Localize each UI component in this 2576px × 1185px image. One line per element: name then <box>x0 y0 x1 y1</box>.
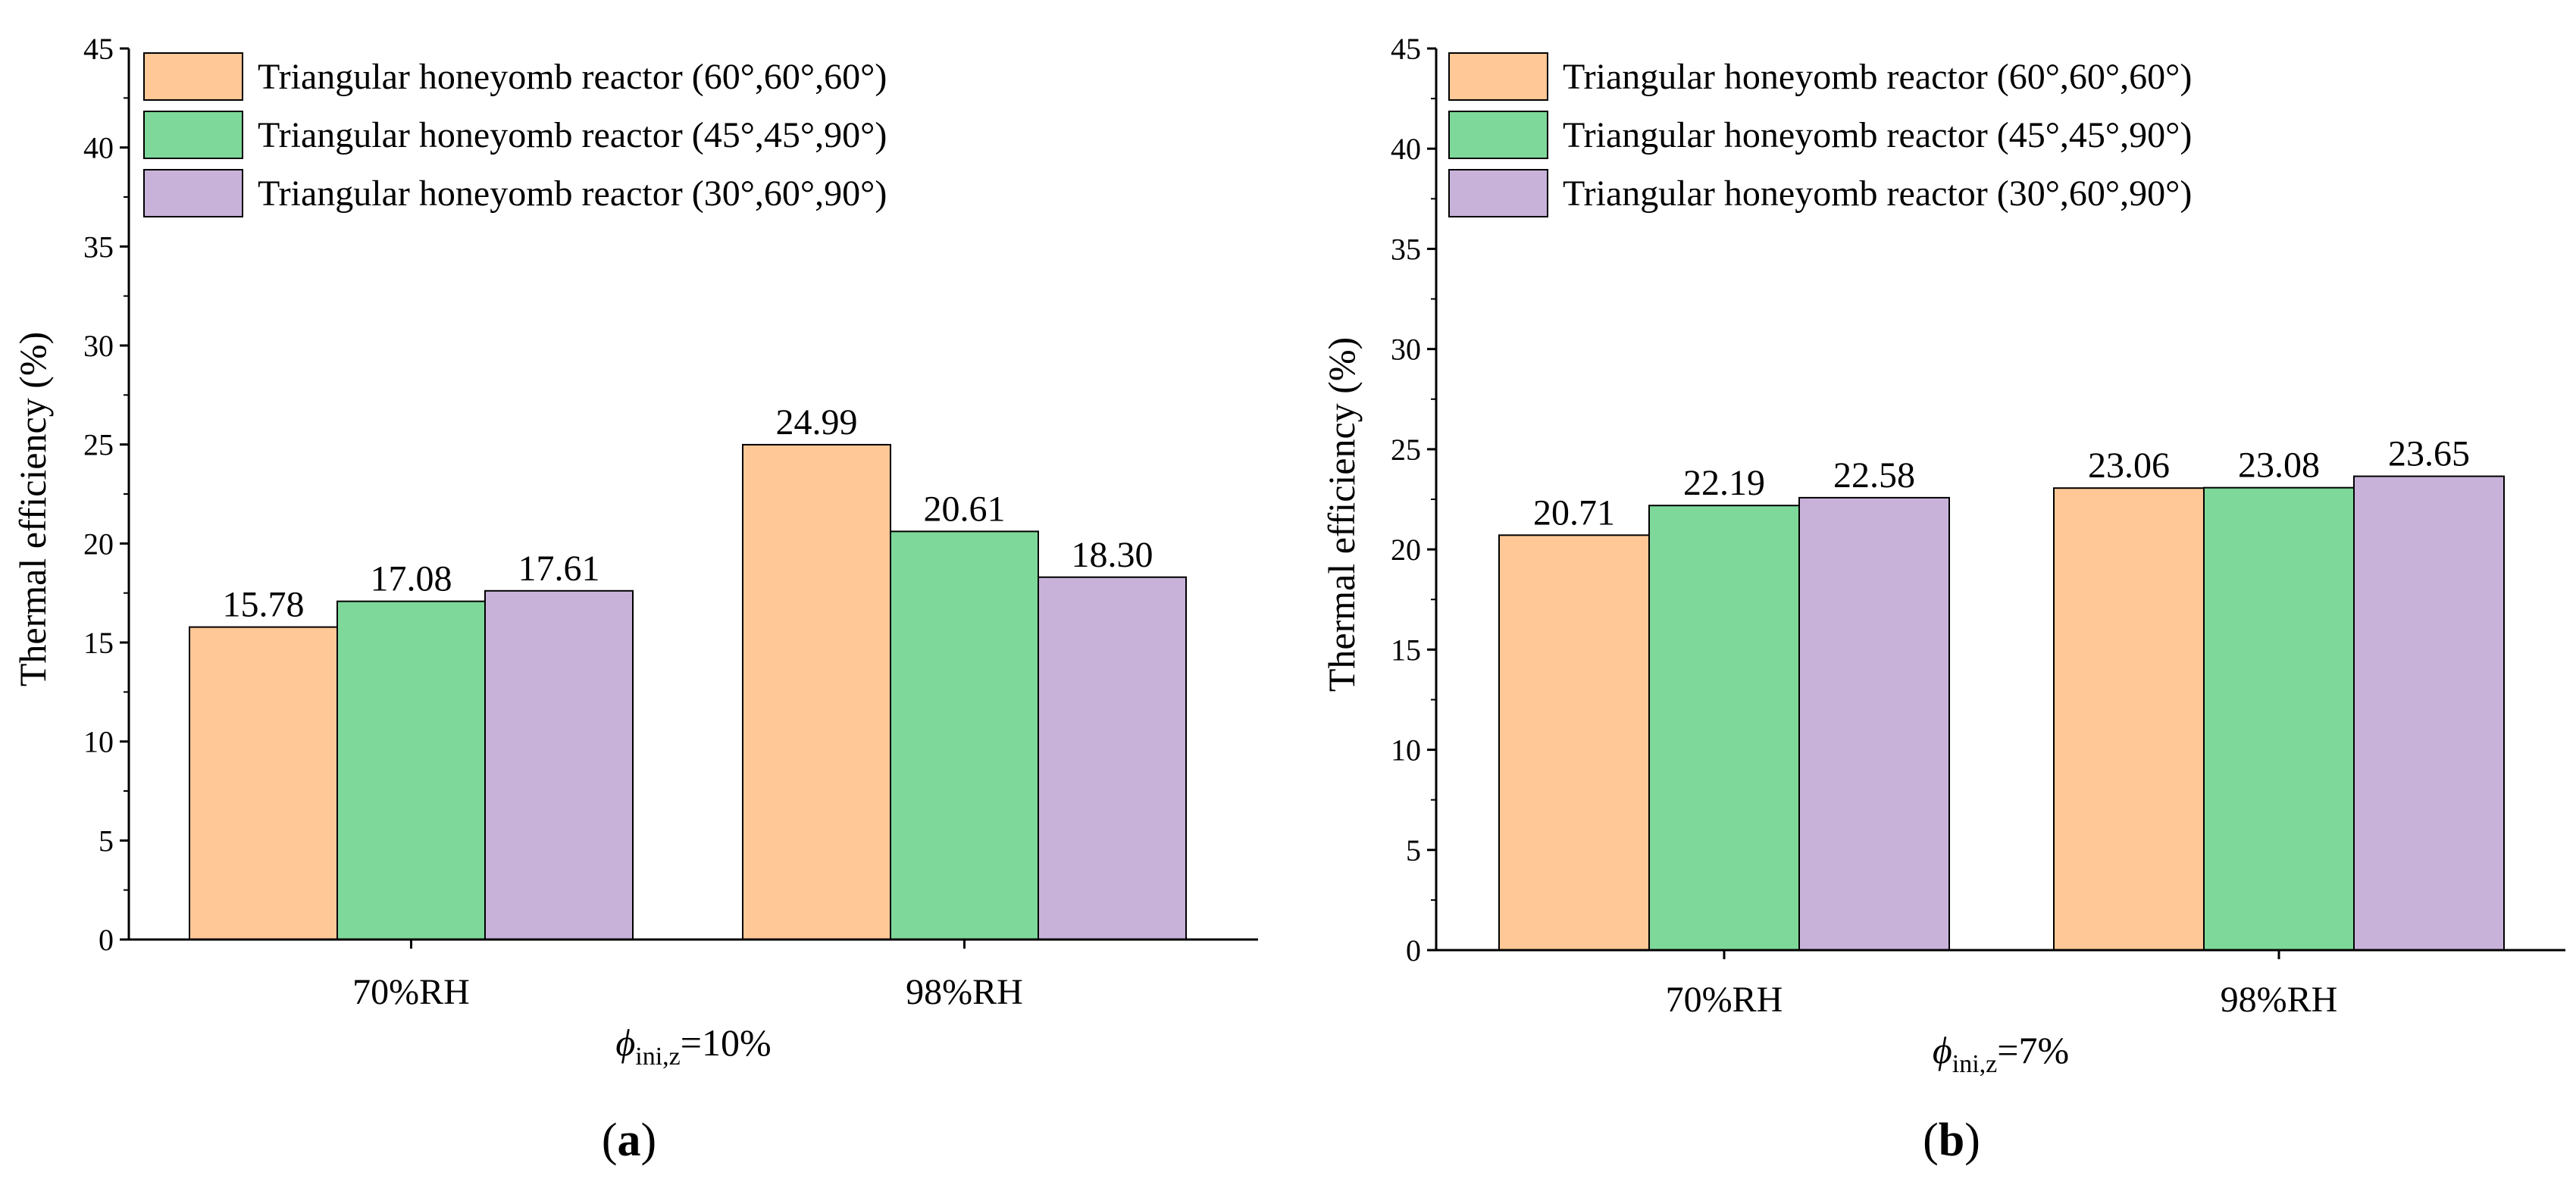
legend-swatch-3 <box>143 169 243 217</box>
data-label: 15.78 <box>223 585 305 625</box>
x-axis-value: =10% <box>681 1021 772 1064</box>
y-tick-label: 15 <box>1391 633 1421 667</box>
y-tick-label: 0 <box>1406 933 1421 968</box>
bar-98pctrh-series-1 <box>2053 487 2205 951</box>
x-axis-title: ϕini,z=7% <box>1933 1029 2069 1078</box>
x-category-label: 70%RH <box>352 972 470 1012</box>
y-tick-label: 25 <box>1391 433 1421 467</box>
x-axis-title: ϕini,z=10% <box>615 1021 771 1071</box>
bar-70pctrh-series-2 <box>336 600 486 940</box>
y-tick-label: 35 <box>1391 232 1421 266</box>
y-tick-label: 35 <box>83 230 114 264</box>
y-tick-label: 30 <box>83 329 114 363</box>
phi-symbol: ϕ <box>615 1021 635 1064</box>
bar-70pctrh-series-3 <box>1798 496 1950 951</box>
bar-98pctrh-series-2 <box>890 530 1039 940</box>
y-tick-label: 45 <box>83 32 114 66</box>
data-label: 20.71 <box>1533 492 1615 533</box>
y-tick-label: 45 <box>1391 32 1421 66</box>
data-label: 17.08 <box>371 559 452 599</box>
panel-label-open-paren: ( <box>602 1115 618 1166</box>
y-tick-label: 10 <box>1391 733 1421 768</box>
chart-panel-a: 15.78 17.08 17.61 24.99 20.61 18.30 0 5 10 15 20 25… <box>11 32 1258 1166</box>
y-tick-label: 40 <box>83 131 114 165</box>
x-axis-subscript: ini,z <box>1952 1050 1997 1078</box>
legend-entry-3: Triangular honeyomb reactor (30°,60°,90°… <box>258 174 887 214</box>
data-label: 24.99 <box>776 402 858 442</box>
panel-label-letter: b <box>1939 1115 1964 1166</box>
legend-swatch-2 <box>143 111 243 159</box>
y-tick-label: 0 <box>99 923 114 957</box>
legend-entry-2: Triangular honeyomb reactor (45°,45°,90°… <box>1563 115 2192 155</box>
phi-symbol: ϕ <box>1933 1029 1952 1071</box>
y-tick-label: 20 <box>1391 533 1421 567</box>
panel-label-letter: a <box>618 1115 641 1166</box>
panel-label: (a) <box>602 1115 656 1166</box>
x-category-label: 70%RH <box>1666 980 1783 1020</box>
data-label: 20.61 <box>924 489 1006 529</box>
x-category-label: 98%RH <box>906 972 1023 1012</box>
bar-70pctrh-series-1 <box>189 626 338 941</box>
bar-98pctrh-series-3 <box>2353 475 2505 951</box>
bar-70pctrh-series-2 <box>1648 505 1800 951</box>
panel-label: (b) <box>1923 1115 1980 1166</box>
legend-entry-1: Triangular honeyomb reactor (60°,60°,60°… <box>258 57 887 97</box>
panel-label-close-paren: ) <box>1964 1115 1980 1166</box>
y-tick-label: 5 <box>99 824 114 858</box>
y-tick-label: 20 <box>83 527 114 561</box>
data-label: 23.06 <box>2088 446 2170 486</box>
legend-entry-1: Triangular honeyomb reactor (60°,60°,60°… <box>1563 57 2192 97</box>
data-label: 18.30 <box>1072 535 1153 575</box>
data-label: 17.61 <box>518 549 600 589</box>
bar-70pctrh-series-1 <box>1498 534 1650 951</box>
data-label: 23.08 <box>2238 446 2320 486</box>
bar-98pctrh-series-2 <box>2203 486 2355 951</box>
y-tick-label: 10 <box>83 725 114 759</box>
x-category-label: 98%RH <box>2221 980 2338 1020</box>
y-axis-title: Thermal efficiency (%) <box>11 332 54 686</box>
y-tick-label: 15 <box>83 626 114 660</box>
legend-entry-2: Triangular honeyomb reactor (45°,45°,90°… <box>258 115 887 155</box>
legend-swatch-2 <box>1448 111 1548 159</box>
data-label: 23.65 <box>2388 434 2470 474</box>
legend-entry-3: Triangular honeyomb reactor (30°,60°,90°… <box>1563 174 2192 214</box>
bar-98pctrh-series-1 <box>742 443 891 940</box>
legend-swatch-1 <box>143 52 243 101</box>
bar-98pctrh-series-3 <box>1038 576 1187 940</box>
panel-label-close-paren: ) <box>641 1115 657 1166</box>
y-tick-label: 25 <box>83 428 114 462</box>
data-label: 22.58 <box>1833 455 1915 496</box>
data-label: 22.19 <box>1683 463 1765 503</box>
y-tick-label: 5 <box>1406 833 1421 868</box>
chart-panel-b: 20.71 22.19 22.58 23.06 23.08 23.65 0 5 10 15 20 25… <box>1320 32 2565 1166</box>
legend-swatch-1 <box>1448 52 1548 101</box>
bar-70pctrh-series-3 <box>484 589 634 940</box>
x-axis-subscript: ini,z <box>635 1043 680 1071</box>
legend-swatch-3 <box>1448 169 1548 217</box>
panel-label-open-paren: ( <box>1923 1115 1939 1166</box>
y-tick-label: 40 <box>1391 132 1421 166</box>
y-axis-title: Thermal efficiency (%) <box>1320 337 1363 692</box>
y-tick-label: 30 <box>1391 333 1421 367</box>
x-axis-value: =7% <box>1997 1029 2069 1071</box>
